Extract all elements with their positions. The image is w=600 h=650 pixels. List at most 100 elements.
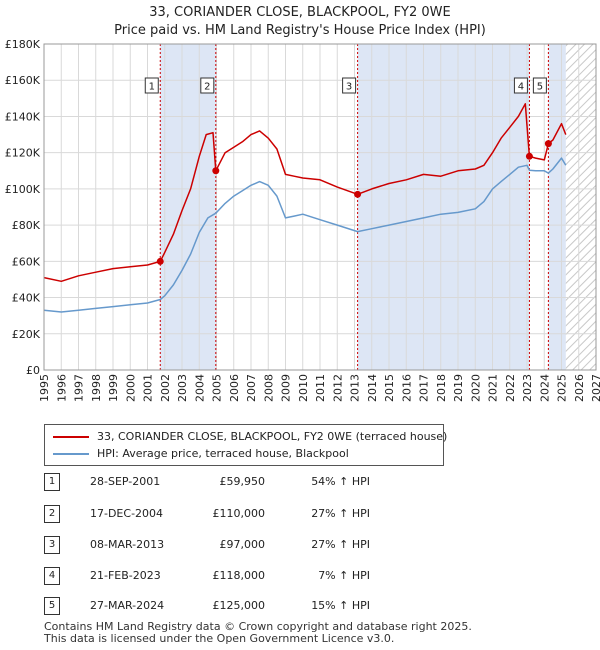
sale-label-number: 4 [518,82,524,93]
x-tick-label: 2019 [452,374,465,402]
transaction-row: 1 28-SEP-2001 £59,950 54% ↑ HPI [0,473,600,491]
transaction-number: 5 [44,597,60,615]
chart-subtitle: Price paid vs. HM Land Registry's House … [114,23,486,38]
sale-label-box [144,77,159,94]
sale-label-number: 5 [537,82,543,93]
sale-point [156,257,164,265]
sale-label-number: 1 [149,82,155,93]
x-tick-label: 2008 [262,374,275,402]
y-tick-label: £100K [5,183,41,196]
sale-label-box [532,77,547,94]
sale-label-number: 3 [346,82,352,93]
x-tick-label: 2007 [245,374,258,402]
sale-label-box [513,77,528,94]
x-tick-label: 2018 [435,374,448,402]
x-tick-label: 2026 [573,374,586,402]
price-series-line [43,103,567,283]
x-tick-label: 2005 [211,374,224,402]
x-tick-label: 1996 [55,374,68,402]
footer-line-2: This data is licensed under the Open Gov… [44,632,395,645]
x-tick-label: 2000 [124,374,137,402]
sale-point [212,167,220,175]
x-tick-label: 2009 [280,374,293,402]
shaded-ownership-period [548,44,566,370]
x-tick-label: 1997 [73,374,86,402]
footer-line-1: Contains HM Land Registry data © Crown c… [44,620,472,633]
transaction-date: 08-MAR-2013 [90,538,165,551]
x-tick-label: 2025 [556,374,569,402]
x-tick-label: 2001 [142,374,155,402]
legend-label-price: 33, CORIANDER CLOSE, BLACKPOOL, FY2 0WE … [97,430,448,443]
y-tick-label: £140K [5,110,41,123]
sale-label-box [342,77,357,94]
hpi-series-line [43,157,567,313]
transaction-row: 3 08-MAR-2013 £97,000 27% ↑ HPI [0,536,600,554]
sale-label-number: 2 [204,82,210,93]
chart-title-block: 33, CORIANDER CLOSE, BLACKPOOL, FY2 0WE … [0,4,600,40]
transaction-number: 1 [44,473,60,491]
legend-label-hpi: HPI: Average price, terraced house, Blac… [97,447,349,460]
transaction-date: 27-MAR-2024 [90,599,165,612]
transaction-price: £110,000 [212,507,266,520]
transaction-row: 4 21-FEB-2023 £118,000 7% ↑ HPI [0,567,600,585]
x-tick-label: 2010 [297,374,310,402]
transaction-price: £59,950 [219,475,266,488]
x-tick-label: 2015 [383,374,396,402]
y-tick-label: £160K [5,74,41,87]
transaction-price: £97,000 [219,538,266,551]
x-tick-label: 2011 [314,374,327,402]
y-tick-label: £80K [12,219,41,232]
y-tick-label: £20K [12,328,41,341]
chart: £0 £20K £40K £60K £80K £100K £120K £140K £160K £1… [5,38,600,402]
x-tick-label: 2020 [469,374,482,402]
transaction-hpi-change: 7% ↑ HPI [318,569,370,582]
y-tick-label: £0 [26,364,40,377]
y-tick-label: £40K [12,292,41,305]
y-tick-label: £120K [5,147,41,160]
x-tick-label: 2017 [418,374,431,402]
x-tick-label: 2004 [193,374,206,402]
sale-point [354,190,362,198]
shaded-ownership-period [160,44,216,370]
transaction-date: 17-DEC-2004 [90,507,164,520]
footer: Contains HM Land Registry data © Crown c… [44,621,472,645]
x-tick-label: 2013 [349,374,362,402]
shaded-ownership-period [357,44,530,370]
x-tick-label: 2002 [159,374,172,402]
transaction-date: 21-FEB-2023 [90,569,161,582]
transaction-number: 4 [44,567,60,585]
x-tick-label: 2006 [228,374,241,402]
x-tick-label: 1998 [90,374,103,402]
sale-point [525,152,533,160]
x-tick-label: 2022 [504,374,517,402]
transaction-number: 2 [44,505,60,523]
x-tick-label: 2023 [521,374,534,402]
transaction-date: 28-SEP-2001 [90,475,161,488]
transaction-hpi-change: 27% ↑ HPI [311,507,370,520]
transaction-row: 2 17-DEC-2004 £110,000 27% ↑ HPI [0,505,600,523]
x-tick-label: 1995 [38,374,51,402]
x-tick-label: 2014 [366,374,379,402]
x-tick-label: 2027 [590,374,600,402]
transaction-row: 5 27-MAR-2024 £125,000 15% ↑ HPI [0,597,600,615]
transaction-hpi-change: 27% ↑ HPI [311,538,370,551]
chart-title: 33, CORIANDER CLOSE, BLACKPOOL, FY2 0WE [149,5,451,20]
sale-label-box [200,77,215,94]
x-tick-label: 2003 [176,374,189,402]
transaction-hpi-change: 54% ↑ HPI [311,475,370,488]
x-tick-label: 2012 [331,374,344,402]
legend-swatch-price [53,436,89,438]
legend-swatch-hpi [53,453,89,455]
y-tick-label: £180K [5,38,41,51]
x-tick-label: 2016 [400,374,413,402]
legend: 33, CORIANDER CLOSE, BLACKPOOL, FY2 0WE … [44,424,448,466]
transaction-price: £125,000 [212,599,266,612]
plot-border [43,43,597,371]
transaction-number: 3 [44,536,60,554]
x-tick-label: 1999 [107,374,120,402]
x-tick-label: 2021 [487,374,500,402]
transaction-price: £118,000 [212,569,266,582]
y-tick-label: £60K [12,255,41,268]
sale-point [544,140,552,148]
x-tick-label: 2024 [538,374,551,402]
